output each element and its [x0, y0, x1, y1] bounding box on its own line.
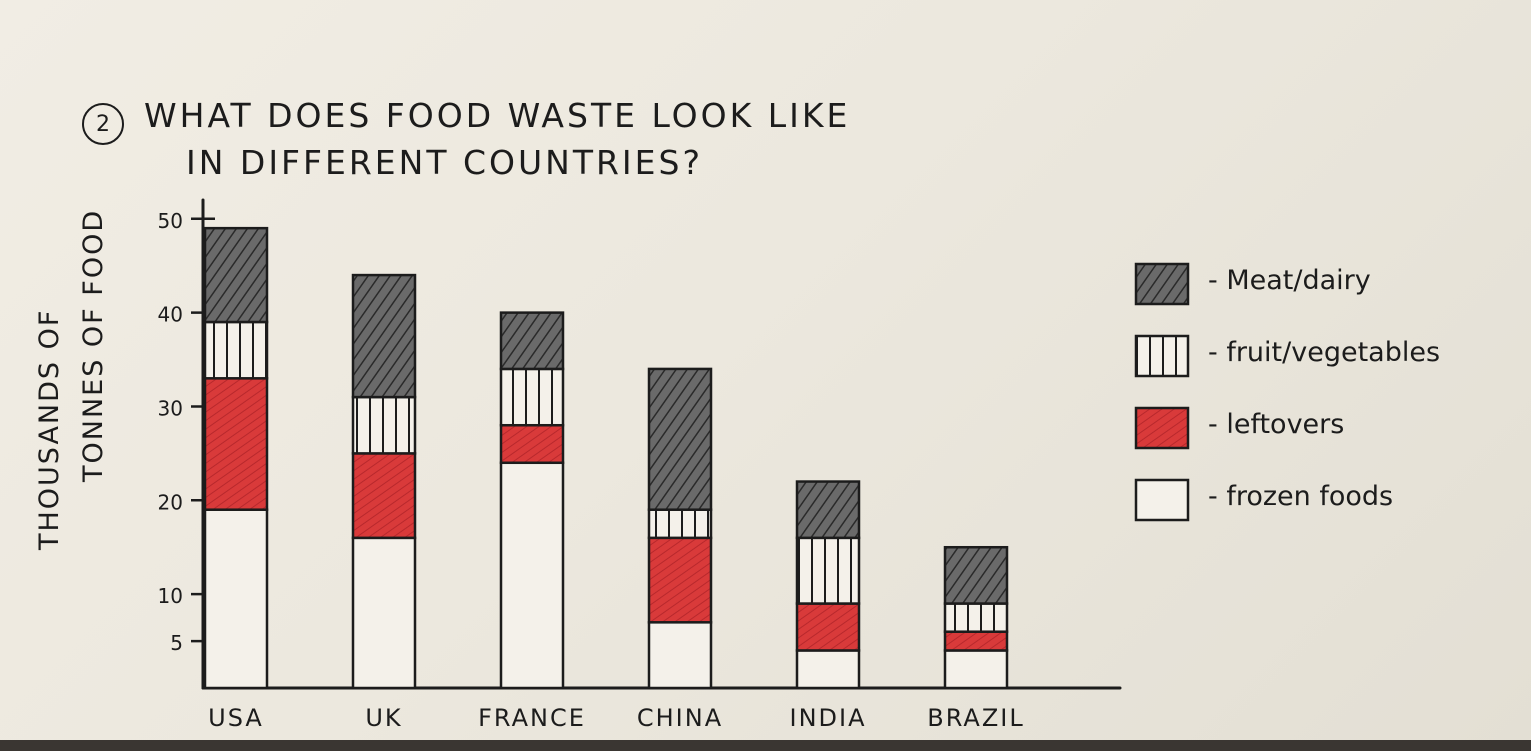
bar-segment-frozen-foods	[795, 649, 861, 690]
legend-label: - frozen foods	[1208, 481, 1394, 512]
bar-segment-fruit-vegetables	[943, 602, 1009, 633]
y-tick-label: 30	[158, 396, 183, 420]
bar-segment-leftovers	[351, 452, 417, 540]
bar-segment-fruit-vegetables	[351, 395, 417, 455]
bar-segment-meat-dairy	[647, 367, 713, 511]
legend-swatch	[1134, 478, 1190, 522]
bar-segment-meat-dairy	[203, 226, 269, 324]
bar-segment-meat-dairy	[795, 480, 861, 540]
bar-segment-leftovers	[203, 377, 269, 511]
bar-segment-fruit-vegetables	[647, 508, 713, 540]
x-tick-label: INDIA	[789, 704, 866, 732]
chart-title-line-1: WHAT DOES FOOD WASTE LOOK LIKE	[144, 96, 851, 135]
y-tick-label: 10	[158, 584, 183, 608]
chart-title-line-2: IN DIFFERENT COUNTRIES?	[186, 143, 703, 182]
bar-segment-meat-dairy	[499, 311, 565, 371]
x-tick-label: CHINA	[637, 704, 723, 732]
bar-segment-meat-dairy	[943, 545, 1009, 605]
x-tick-label: UK	[365, 704, 402, 732]
legend-label: - leftovers	[1208, 409, 1345, 440]
legend-swatch	[1134, 334, 1190, 378]
bar-segment-frozen-foods	[647, 621, 713, 690]
y-tick-label: 50	[158, 209, 183, 233]
bar-segment-fruit-vegetables	[795, 536, 861, 605]
bar-segment-fruit-vegetables	[203, 320, 269, 380]
bar-segment-frozen-foods	[499, 461, 565, 690]
bar-segment-meat-dairy	[351, 273, 417, 399]
bar-segment-leftovers	[943, 630, 1009, 652]
y-tick-label: 5	[170, 631, 183, 655]
legend-label: - fruit/vegetables	[1208, 337, 1441, 368]
y-tick-label: 40	[158, 303, 183, 327]
y-tick-label: 20	[158, 490, 183, 514]
legend-label: - Meat/dairy	[1208, 265, 1371, 296]
legend-swatch	[1134, 262, 1190, 306]
x-tick-label: FRANCE	[478, 704, 586, 732]
bar-segment-frozen-foods	[203, 508, 269, 690]
bar-segment-fruit-vegetables	[499, 367, 565, 427]
x-tick-label: USA	[208, 704, 264, 732]
bar-segment-frozen-foods	[351, 536, 417, 690]
legend-swatch	[1134, 406, 1190, 450]
title-number-badge: 2	[82, 103, 124, 145]
bar-segment-leftovers	[795, 602, 861, 652]
bar-segment-leftovers	[647, 536, 713, 624]
x-tick-label: BRAZIL	[927, 704, 1024, 732]
bar-segment-leftovers	[499, 423, 565, 465]
bar-segment-frozen-foods	[943, 649, 1009, 690]
